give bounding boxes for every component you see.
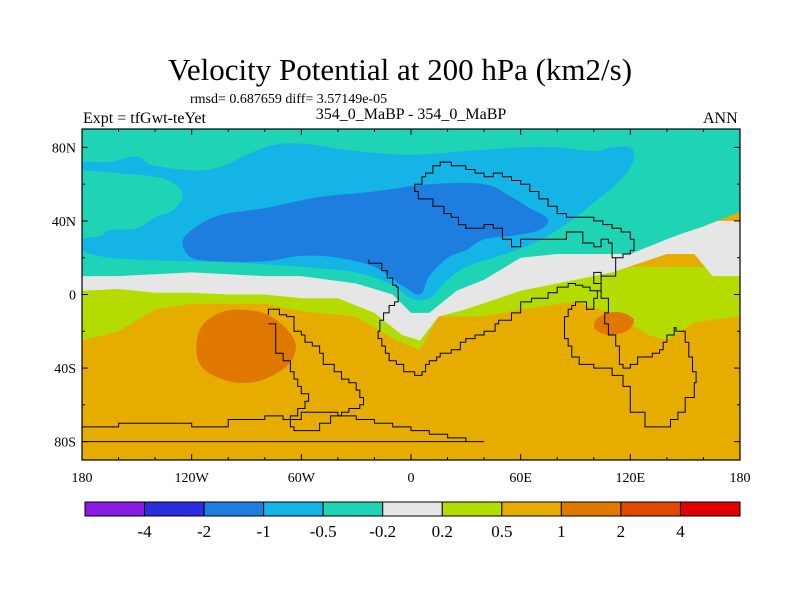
experiment-label: Expt = tfGwt-teYet (83, 110, 206, 127)
season-label: ANN (703, 110, 738, 127)
coastline-1 (267, 308, 364, 432)
chart-title: Velocity Potential at 200 hPa (km2/s) (167, 52, 633, 87)
x-tick-label-4: 60E (509, 471, 532, 486)
colorbar-box-6 (441, 501, 503, 517)
contour-region-strong-negative-region (182, 182, 549, 295)
colorbar-label-8: 2 (617, 522, 626, 541)
x-tick-label-6: 180 (730, 471, 751, 486)
colorbar-box-1 (144, 501, 205, 517)
contour-region-positive-maximum-west (196, 309, 296, 384)
coastline-2 (82, 411, 485, 443)
colorbar-box-9 (620, 501, 681, 517)
colorbar-box-8 (560, 501, 622, 517)
x-tick-label-0: 180 (72, 471, 93, 486)
colorbar-box-2 (203, 501, 265, 517)
x-tick-label-3: 0 (408, 471, 415, 486)
y-tick-label-0: 80N (52, 141, 76, 156)
x-tick-label-1: 120W (175, 471, 210, 486)
colorbar-box-4 (322, 501, 384, 517)
colorbar-box-3 (263, 501, 324, 517)
colorbar-label-7: 1 (557, 522, 566, 541)
map-area (82, 129, 740, 460)
x-tick-label-5: 120E (616, 471, 646, 486)
x-tick-label-2: 60W (288, 471, 316, 486)
colorbar-label-0: -4 (137, 522, 152, 541)
y-tick-label-4: 80S (54, 436, 76, 451)
colorbar-label-2: -1 (257, 522, 271, 541)
colorbar-box-0 (84, 501, 146, 517)
y-tick-label-1: 40N (52, 215, 76, 230)
colorbar-box-10 (679, 501, 741, 517)
colorbar-label-4: -0.2 (369, 522, 396, 541)
coastline-0 (368, 161, 697, 428)
colorbar-label-6: 0.5 (491, 522, 512, 541)
colorbar-label-3: -0.5 (310, 522, 337, 541)
colorbar-label-1: -2 (197, 522, 211, 541)
colorbar-box-7 (501, 501, 562, 517)
chart-subtitle: 354_0_MaBP - 354_0_MaBP (315, 106, 507, 123)
colorbar-label-9: 4 (676, 522, 685, 541)
contour-region-positive-maximum-east (594, 312, 635, 336)
y-tick-label-2: 0 (69, 289, 76, 304)
colorbar-label-5: 0.2 (432, 522, 453, 541)
y-tick-label-3: 40S (54, 362, 76, 377)
stats-label: rmsd= 0.687659 diff= 3.57149e-05 (190, 92, 388, 107)
colorbar-box-5 (382, 501, 443, 517)
